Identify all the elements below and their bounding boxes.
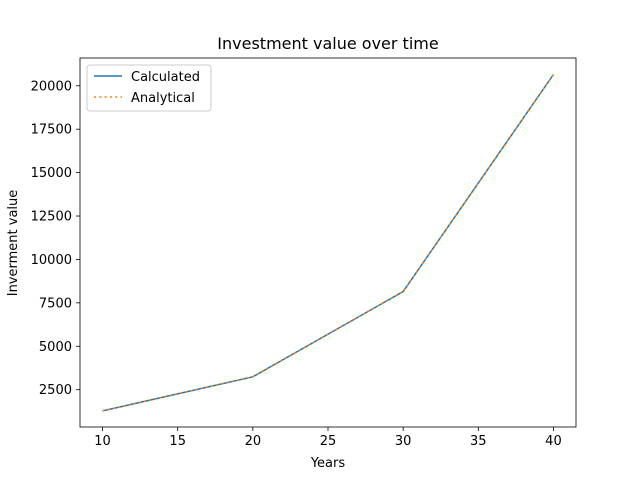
- y-tick-label: 12500: [31, 210, 72, 225]
- axis-ticks: 10 15 20 25 30 35 40 2500 5000 7500 10000 12500 1500…: [31, 79, 562, 449]
- y-tick-label: 20000: [31, 79, 72, 94]
- x-axis-label: Years: [310, 456, 346, 471]
- series-line-calculated: [102, 74, 555, 412]
- chart-title: Investment value over time: [217, 34, 438, 53]
- x-tick-label: 10: [94, 434, 111, 449]
- y-axis-label: Inverment value: [6, 190, 21, 297]
- y-tick-label: 17500: [31, 123, 72, 138]
- x-tick-label: 15: [169, 434, 186, 449]
- y-tick-label: 2500: [39, 383, 72, 398]
- y-tick-label: 15000: [31, 166, 72, 181]
- y-tick-label: 5000: [39, 340, 72, 355]
- x-tick-label: 35: [470, 434, 487, 449]
- x-tick-label: 20: [245, 434, 262, 449]
- legend-label-analytical: Analytical: [131, 91, 195, 106]
- y-tick-label: 10000: [31, 253, 72, 268]
- x-tick-label: 40: [545, 434, 562, 449]
- x-tick-label: 25: [320, 434, 337, 449]
- y-tick-label: 7500: [39, 296, 72, 311]
- legend-label-calculated: Calculated: [131, 70, 200, 85]
- legend: Calculated Analytical: [86, 64, 212, 112]
- x-tick-label: 30: [395, 434, 412, 449]
